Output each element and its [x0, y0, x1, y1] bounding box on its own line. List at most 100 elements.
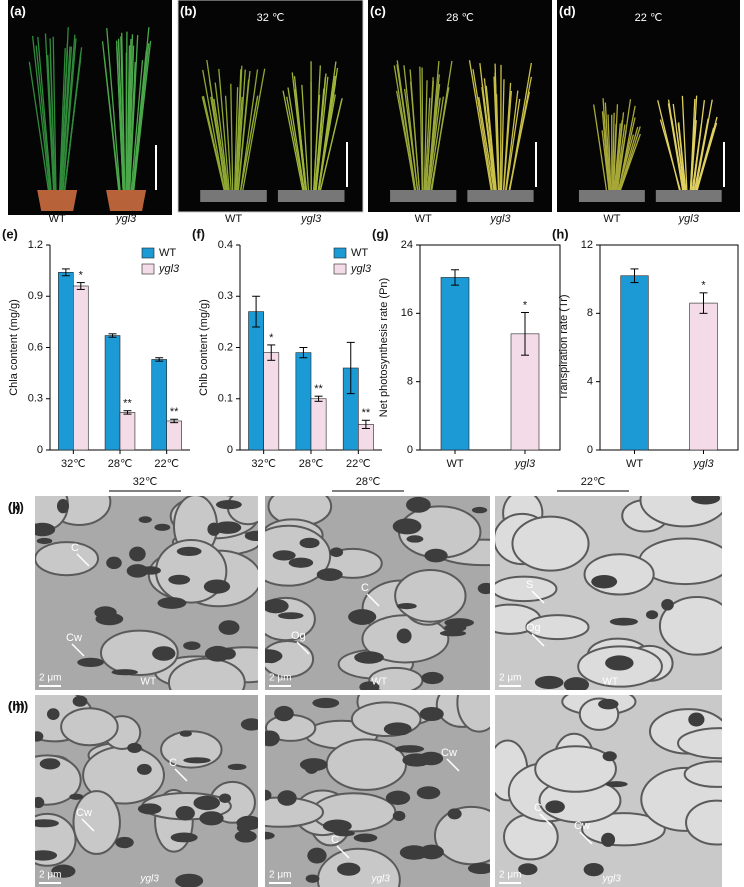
legend-swatch [333, 247, 347, 259]
annotation-arrow [336, 845, 350, 859]
error-bar [108, 333, 117, 338]
chloroplast [467, 862, 490, 874]
plant-leaf [426, 95, 438, 191]
chloroplast [329, 547, 344, 558]
annotation-arrow [579, 831, 593, 845]
cell [433, 805, 490, 866]
plant-leaf [230, 83, 234, 191]
error-bar [267, 344, 276, 361]
plant-leaf [393, 65, 416, 191]
x-tick-label: 28℃ [108, 458, 133, 470]
plant-leaf [483, 96, 497, 191]
cell [511, 515, 590, 572]
annotation: Cw [66, 632, 82, 644]
annotation: C [331, 834, 339, 846]
chloroplast [154, 523, 171, 531]
significance: * [701, 280, 706, 292]
chloroplast [137, 803, 162, 815]
plant-leaf [60, 60, 71, 194]
cell [72, 790, 121, 855]
cells [265, 496, 490, 690]
plant-leaf [318, 67, 339, 191]
annotation: C [534, 802, 542, 814]
cells [495, 695, 722, 877]
y-tick-label: 0 [587, 444, 593, 456]
chloroplast [35, 796, 45, 809]
soil [200, 190, 267, 202]
chloroplast [183, 757, 211, 764]
genotype-label: ygl3 [371, 874, 391, 885]
plant-leaf [619, 126, 639, 191]
y-tick-label: 0.9 [28, 290, 43, 302]
chloroplast [265, 789, 272, 801]
chloroplast [395, 745, 425, 753]
plant-leaf [431, 60, 453, 191]
annotation: Og [291, 630, 306, 642]
plant-leaf [427, 83, 441, 191]
plant-leaf [607, 114, 612, 191]
panel-label: (b) [180, 3, 197, 18]
genotype-label: WT [603, 677, 619, 688]
chloroplast [35, 850, 58, 861]
y-tick-label: 4 [587, 376, 593, 388]
chloroplast [598, 698, 619, 710]
error-bar [61, 268, 70, 277]
legend-label: WT [351, 247, 368, 259]
chloroplast [272, 550, 296, 561]
significance: * [269, 332, 274, 344]
plant-leaf [213, 98, 229, 191]
plant-leaf [409, 69, 420, 191]
chloroplast [661, 598, 674, 611]
chloroplast [354, 651, 384, 664]
y-tick-label: 0 [227, 444, 233, 456]
cell [583, 553, 655, 596]
plant-leaf [313, 65, 321, 191]
plant-leaf [424, 97, 431, 191]
error-bar [252, 295, 261, 328]
annotation: Cw [441, 747, 457, 759]
genotype-label: ygl3 [489, 213, 511, 225]
chloroplast [602, 751, 617, 762]
cell [525, 614, 590, 641]
plant-leaf [62, 38, 77, 194]
y-tick-label: 1.2 [28, 239, 43, 251]
legend-swatch [141, 263, 155, 275]
annotation-arrow [531, 633, 545, 647]
plant-leaf [478, 96, 495, 191]
cells [495, 496, 722, 690]
chloroplast [39, 758, 61, 770]
y-tick-label: 0 [37, 444, 43, 456]
plant-leaf [691, 124, 703, 191]
chloroplast [583, 863, 604, 877]
plant-leaf [287, 87, 305, 191]
error-bar [76, 282, 85, 290]
plant-leaf [505, 98, 521, 191]
plant-leaf [604, 102, 611, 191]
cell [534, 745, 617, 793]
plant-leaf [602, 98, 610, 191]
annotation-arrow [539, 813, 553, 827]
chloroplast [421, 671, 444, 685]
chloroplast [176, 546, 202, 556]
annotation-arrow [76, 553, 90, 567]
annotation-arrow [71, 643, 85, 657]
chloroplast [392, 518, 422, 535]
chloroplast [168, 574, 191, 585]
y-axis-label: Transpiration rate (Tr) [558, 294, 570, 400]
plant-leaf [115, 40, 124, 194]
significance: ** [314, 383, 323, 395]
cell [677, 727, 722, 760]
y-axis-label: Net photosynthesis rate (Pn) [378, 278, 390, 417]
y-tick-label: 0 [407, 444, 413, 456]
y-tick-label: 8 [587, 307, 593, 319]
temperature-group: 28℃ [356, 476, 381, 488]
chloroplast [277, 790, 297, 806]
y-tick-label: 0.1 [218, 393, 233, 405]
plant-leaf [690, 120, 697, 191]
panel-label: (f) [192, 226, 205, 241]
chloroplast [265, 831, 275, 840]
genotype-label: WT [225, 213, 242, 225]
annotation: Cw [76, 807, 92, 819]
y-axis-label: Chlb content (mg/g) [198, 299, 210, 396]
chloroplast [115, 836, 134, 849]
